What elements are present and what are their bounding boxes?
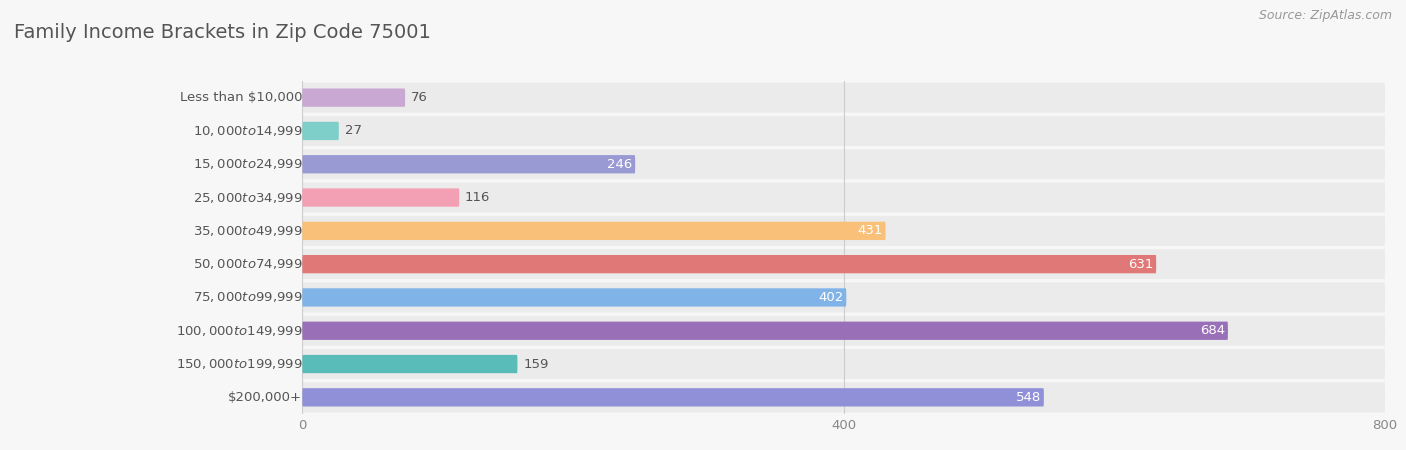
- FancyBboxPatch shape: [302, 149, 1385, 179]
- FancyBboxPatch shape: [302, 116, 1385, 146]
- FancyBboxPatch shape: [302, 283, 1385, 312]
- Text: $25,000 to $34,999: $25,000 to $34,999: [193, 190, 302, 205]
- Text: Family Income Brackets in Zip Code 75001: Family Income Brackets in Zip Code 75001: [14, 22, 430, 41]
- Text: $75,000 to $99,999: $75,000 to $99,999: [193, 290, 302, 305]
- Text: 246: 246: [607, 158, 633, 171]
- FancyBboxPatch shape: [302, 355, 517, 373]
- FancyBboxPatch shape: [302, 83, 1385, 112]
- Text: Less than $10,000: Less than $10,000: [180, 91, 302, 104]
- Text: $35,000 to $49,999: $35,000 to $49,999: [193, 224, 302, 238]
- FancyBboxPatch shape: [302, 183, 1385, 212]
- FancyBboxPatch shape: [302, 249, 1385, 279]
- Text: 76: 76: [411, 91, 427, 104]
- Text: 631: 631: [1128, 258, 1153, 270]
- FancyBboxPatch shape: [302, 322, 1227, 340]
- Text: 548: 548: [1015, 391, 1040, 404]
- Text: 402: 402: [818, 291, 844, 304]
- Text: $10,000 to $14,999: $10,000 to $14,999: [193, 124, 302, 138]
- Text: 116: 116: [465, 191, 491, 204]
- Text: Source: ZipAtlas.com: Source: ZipAtlas.com: [1258, 9, 1392, 22]
- FancyBboxPatch shape: [302, 216, 1385, 246]
- Text: 159: 159: [523, 358, 548, 370]
- FancyBboxPatch shape: [302, 288, 846, 306]
- Text: $100,000 to $149,999: $100,000 to $149,999: [176, 324, 302, 338]
- FancyBboxPatch shape: [302, 189, 460, 207]
- FancyBboxPatch shape: [302, 122, 339, 140]
- FancyBboxPatch shape: [302, 255, 1156, 273]
- FancyBboxPatch shape: [302, 222, 886, 240]
- Text: $150,000 to $199,999: $150,000 to $199,999: [176, 357, 302, 371]
- Text: 684: 684: [1199, 324, 1225, 337]
- Text: 27: 27: [344, 125, 361, 137]
- FancyBboxPatch shape: [302, 349, 1385, 379]
- FancyBboxPatch shape: [302, 388, 1043, 406]
- Text: 431: 431: [858, 225, 883, 237]
- Text: $50,000 to $74,999: $50,000 to $74,999: [193, 257, 302, 271]
- FancyBboxPatch shape: [302, 382, 1385, 412]
- FancyBboxPatch shape: [302, 155, 636, 173]
- Text: $200,000+: $200,000+: [228, 391, 302, 404]
- FancyBboxPatch shape: [302, 89, 405, 107]
- Text: $15,000 to $24,999: $15,000 to $24,999: [193, 157, 302, 171]
- FancyBboxPatch shape: [302, 316, 1385, 346]
